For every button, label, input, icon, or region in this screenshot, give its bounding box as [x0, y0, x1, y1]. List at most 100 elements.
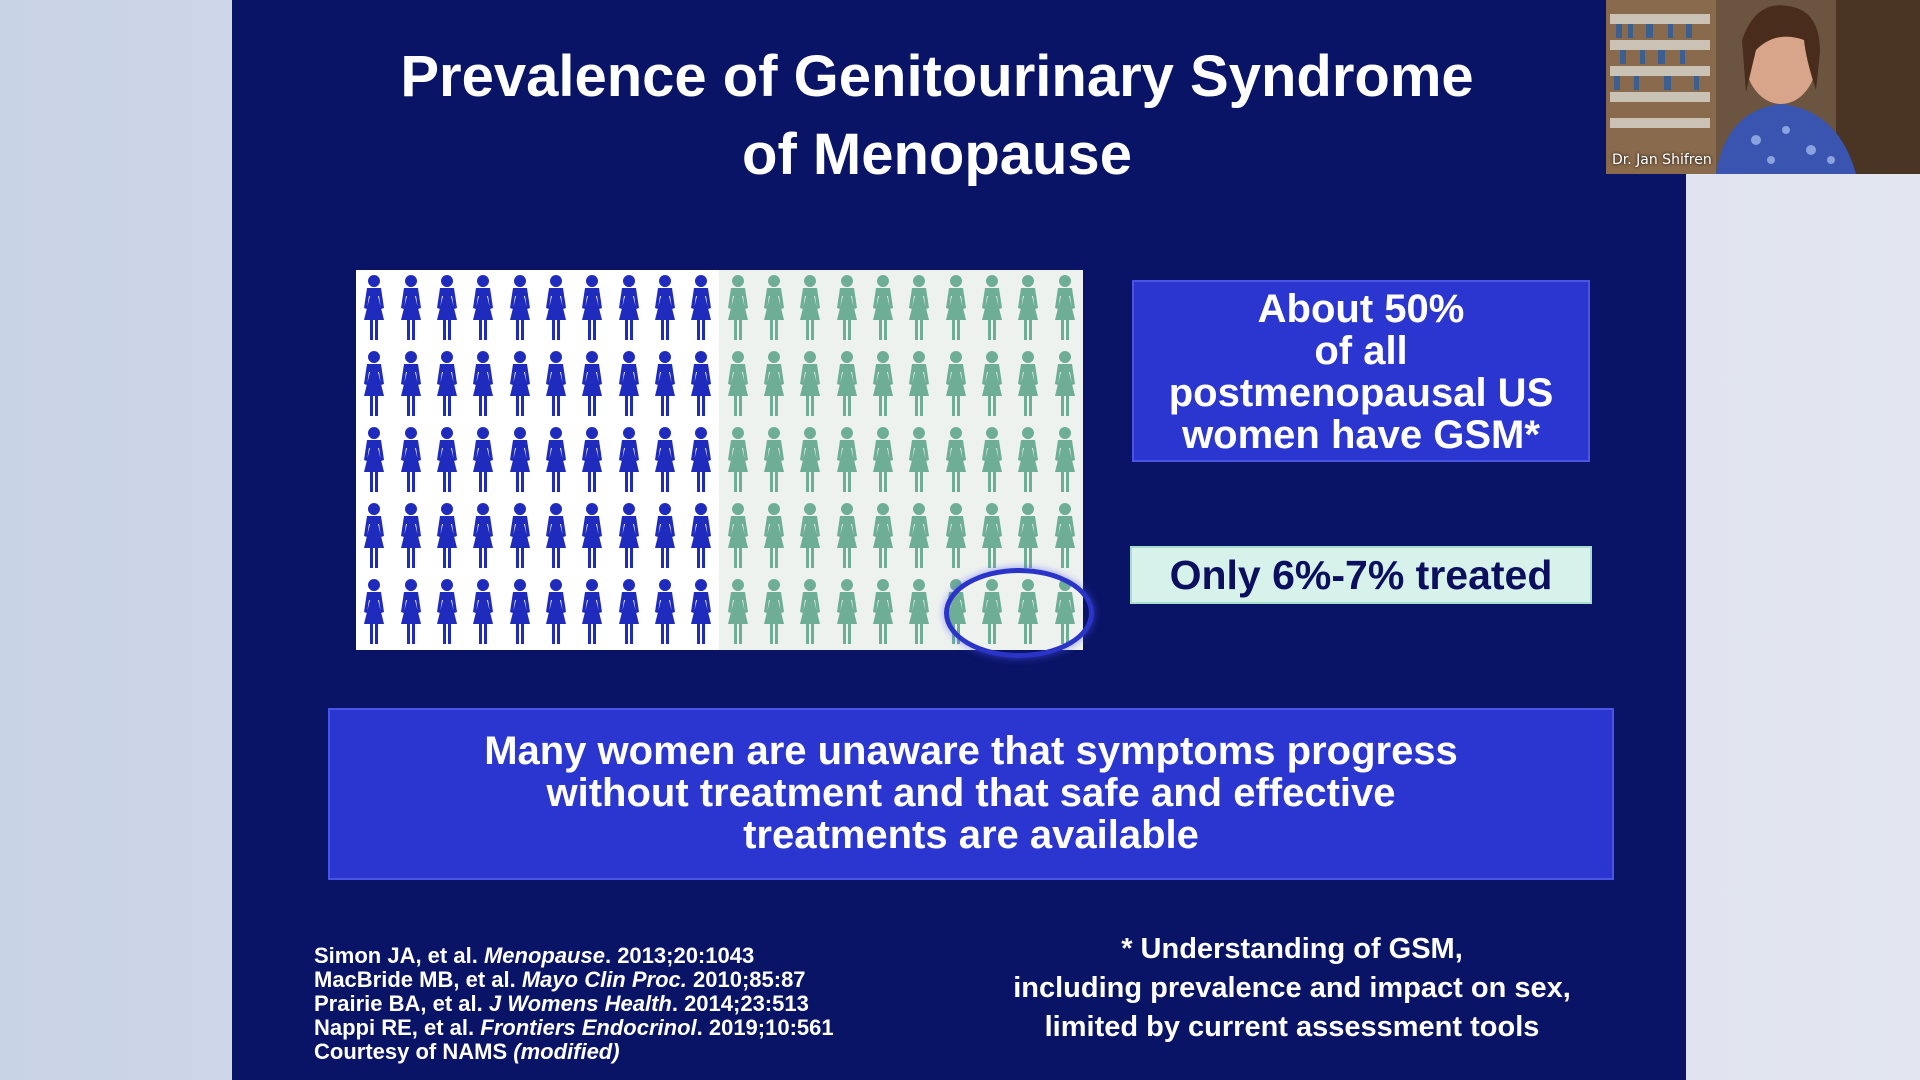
- woman-figure-icon: [982, 351, 1003, 416]
- unaffected-woman-cell: [755, 422, 793, 498]
- message-line-3: treatments are available: [743, 813, 1199, 857]
- woman-figure-icon: [1018, 351, 1039, 416]
- affected-woman-cell: [465, 346, 502, 422]
- slide-title-line-2: of Menopause: [742, 122, 1132, 187]
- woman-figure-icon: [763, 579, 784, 644]
- gsm-footnote: * Understanding of GSM, including preval…: [972, 930, 1612, 1047]
- unaffected-woman-cell: [1046, 270, 1083, 346]
- woman-figure-icon: [909, 275, 930, 340]
- woman-figure-icon: [582, 503, 603, 568]
- affected-woman-cell: [646, 498, 684, 574]
- unaffected-woman-cell: [901, 498, 938, 574]
- affected-woman-cell: [392, 270, 429, 346]
- woman-figure-icon: [836, 503, 857, 568]
- unaffected-woman-cell: [828, 498, 865, 574]
- pictogram-grid: [356, 270, 1083, 650]
- affected-woman-cell: [574, 498, 611, 574]
- unaffected-woman-cell: [864, 346, 902, 422]
- affected-woman-cell: [356, 422, 393, 498]
- speaker-video-feed: [1606, 0, 1920, 174]
- footnote-line-2: including prevalence and impact on sex,: [1013, 972, 1571, 1004]
- affected-woman-cell: [683, 574, 720, 650]
- affected-woman-cell: [428, 422, 466, 498]
- unaffected-woman-cell: [719, 422, 756, 498]
- affected-woman-cell: [574, 422, 611, 498]
- unaffected-woman-cell: [828, 346, 865, 422]
- woman-figure-icon: [872, 579, 893, 644]
- woman-figure-icon: [836, 275, 857, 340]
- woman-figure-icon: [654, 275, 675, 340]
- stat-line-3: postmenopausal US: [1168, 371, 1554, 415]
- woman-figure-icon: [654, 503, 675, 568]
- footnote-line-3: limited by current assessment tools: [1044, 1011, 1540, 1043]
- reference-item: Prairie BA, et al. J Womens Health. 2014…: [314, 991, 809, 1016]
- woman-figure-icon: [763, 503, 784, 568]
- woman-figure-icon: [545, 275, 566, 340]
- woman-figure-icon: [800, 351, 821, 416]
- unaffected-woman-cell: [1046, 498, 1083, 574]
- reference-item: Nappi RE, et al. Frontiers Endocrinol. 2…: [314, 1015, 834, 1040]
- unaffected-woman-cell: [719, 346, 756, 422]
- unaffected-woman-cell: [1010, 346, 1047, 422]
- unaffected-woman-cell: [1010, 498, 1047, 574]
- woman-figure-icon: [1018, 503, 1039, 568]
- woman-figure-icon: [727, 275, 748, 340]
- affected-woman-cell: [428, 346, 466, 422]
- woman-figure-icon: [364, 275, 385, 340]
- woman-figure-icon: [545, 351, 566, 416]
- unaffected-woman-cell: [755, 498, 793, 574]
- unaffected-woman-cell: [901, 574, 938, 650]
- unaffected-woman-cell: [937, 346, 974, 422]
- woman-figure-icon: [945, 351, 966, 416]
- woman-figure-icon: [763, 275, 784, 340]
- woman-figure-icon: [618, 427, 639, 492]
- woman-figure-icon: [509, 427, 530, 492]
- woman-figure-icon: [618, 579, 639, 644]
- woman-figure-icon: [582, 275, 603, 340]
- slide-title-line-1: Prevalence of Genitourinary Syndrome: [400, 44, 1474, 109]
- unaffected-woman-cell: [937, 498, 974, 574]
- woman-figure-icon: [727, 351, 748, 416]
- woman-figure-icon: [727, 427, 748, 492]
- message-line-1: Many women are unaware that symptoms pro…: [484, 729, 1458, 773]
- woman-figure-icon: [945, 427, 966, 492]
- woman-figure-icon: [545, 579, 566, 644]
- woman-figure-icon: [945, 503, 966, 568]
- affected-woman-cell: [356, 346, 393, 422]
- woman-figure-icon: [800, 275, 821, 340]
- woman-figure-icon: [945, 275, 966, 340]
- speaker-video-tile[interactable]: Dr. Jan Shifren: [1606, 0, 1920, 174]
- woman-figure-icon: [364, 427, 385, 492]
- reference-item: Courtesy of NAMS (modified): [314, 1039, 620, 1064]
- woman-figure-icon: [691, 427, 712, 492]
- woman-figure-icon: [872, 427, 893, 492]
- stat-line-4: women have GSM*: [1182, 413, 1540, 457]
- woman-figure-icon: [1054, 503, 1075, 568]
- woman-figure-icon: [473, 351, 494, 416]
- affected-woman-cell: [428, 574, 466, 650]
- unaffected-woman-cell: [792, 346, 829, 422]
- affected-woman-cell: [610, 498, 647, 574]
- unaffected-woman-cell: [864, 270, 902, 346]
- woman-figure-icon: [654, 427, 675, 492]
- woman-figure-icon: [436, 579, 457, 644]
- woman-figure-icon: [763, 351, 784, 416]
- woman-figure-icon: [364, 503, 385, 568]
- affected-woman-cell: [465, 270, 502, 346]
- woman-figure-icon: [691, 503, 712, 568]
- unaffected-woman-cell: [755, 270, 793, 346]
- unaffected-woman-cell: [973, 270, 1011, 346]
- treated-rate-box: Only 6%-7% treated: [1130, 546, 1592, 604]
- woman-figure-icon: [618, 503, 639, 568]
- affected-woman-cell: [501, 498, 538, 574]
- unaffected-woman-cell: [901, 346, 938, 422]
- woman-figure-icon: [436, 427, 457, 492]
- woman-figure-icon: [836, 579, 857, 644]
- woman-figure-icon: [400, 351, 421, 416]
- unaffected-woman-cell: [755, 346, 793, 422]
- woman-figure-icon: [509, 503, 530, 568]
- slide-title: Prevalence of Genitourinary Syndrome of …: [352, 38, 1522, 194]
- woman-figure-icon: [909, 427, 930, 492]
- unaffected-woman-cell: [973, 498, 1011, 574]
- affected-woman-cell: [392, 498, 429, 574]
